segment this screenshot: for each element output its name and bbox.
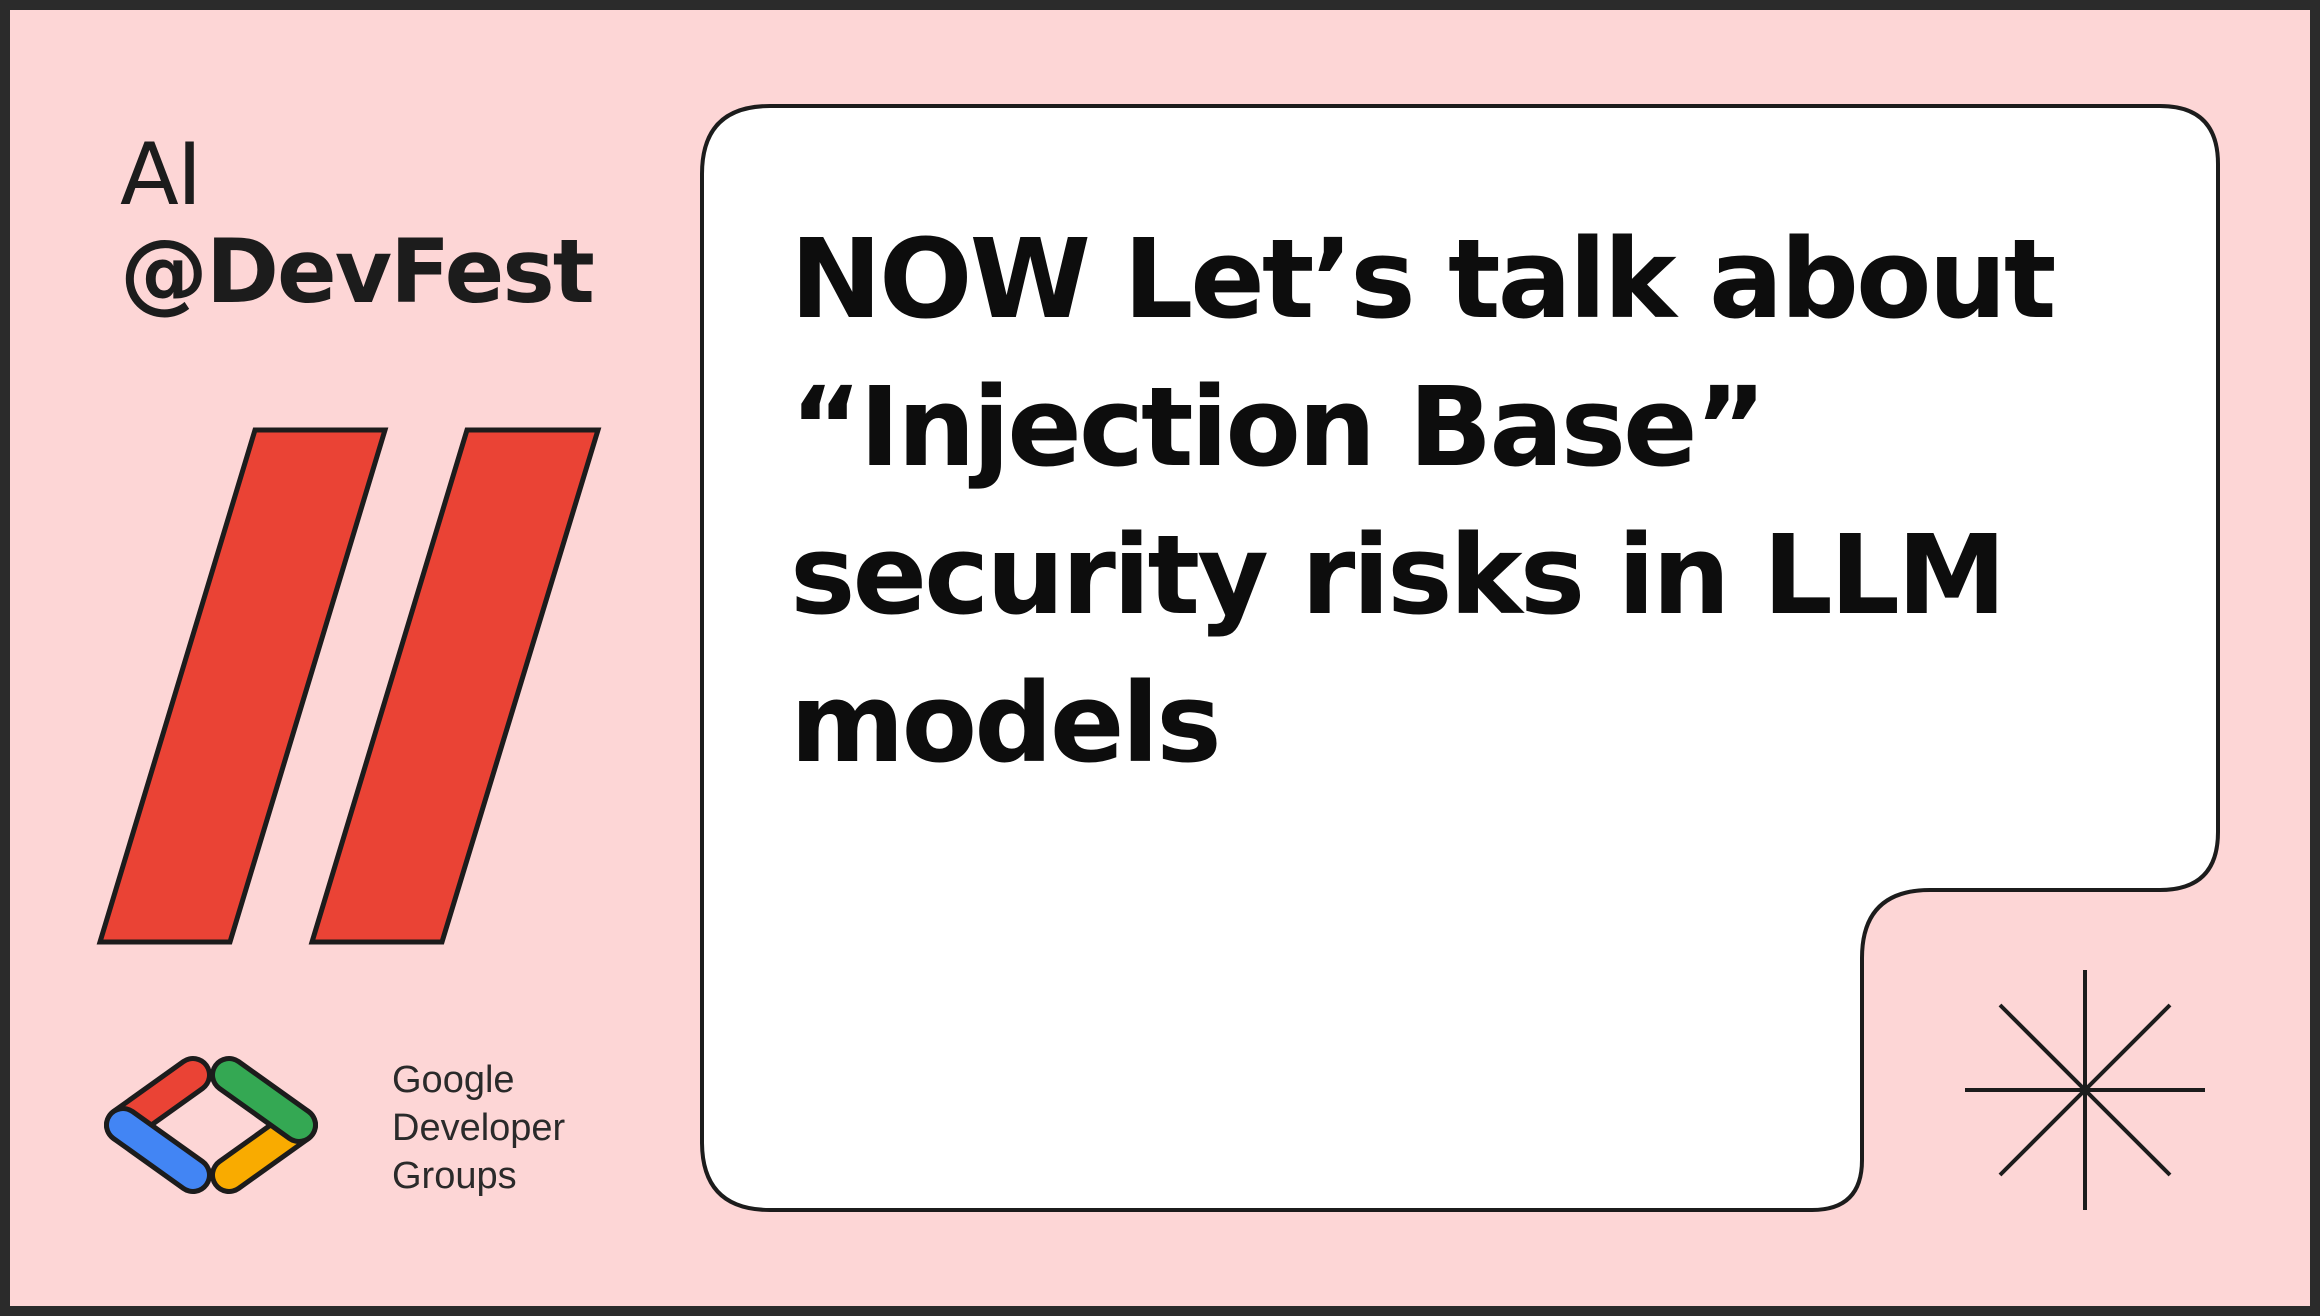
brand-line-devfest: @DevFest: [120, 220, 595, 324]
brand-line-ai: AI: [120, 125, 202, 225]
double-slash-icon: [96, 427, 602, 945]
google-developer-groups-icon: [104, 1056, 318, 1194]
headline-line-3: security risks in LLM: [790, 511, 2006, 639]
headline-card: [700, 104, 2220, 1212]
headline: NOW Let’s talk about “Injection Base” se…: [790, 205, 2140, 797]
headline-line-1: NOW Let’s talk about: [790, 215, 2056, 343]
gdg-line-developer: Developer: [392, 1107, 566, 1149]
event-brand: AI @DevFest: [120, 125, 595, 324]
headline-line-4: models: [790, 659, 1222, 787]
sparkle-icon: [1965, 970, 2205, 1210]
gdg-line-google: Google: [392, 1059, 515, 1101]
gdg-wordmark: Google Developer Groups: [392, 1056, 565, 1200]
gdg-line-groups: Groups: [392, 1155, 517, 1197]
headline-line-2: “Injection Base”: [790, 363, 1767, 491]
